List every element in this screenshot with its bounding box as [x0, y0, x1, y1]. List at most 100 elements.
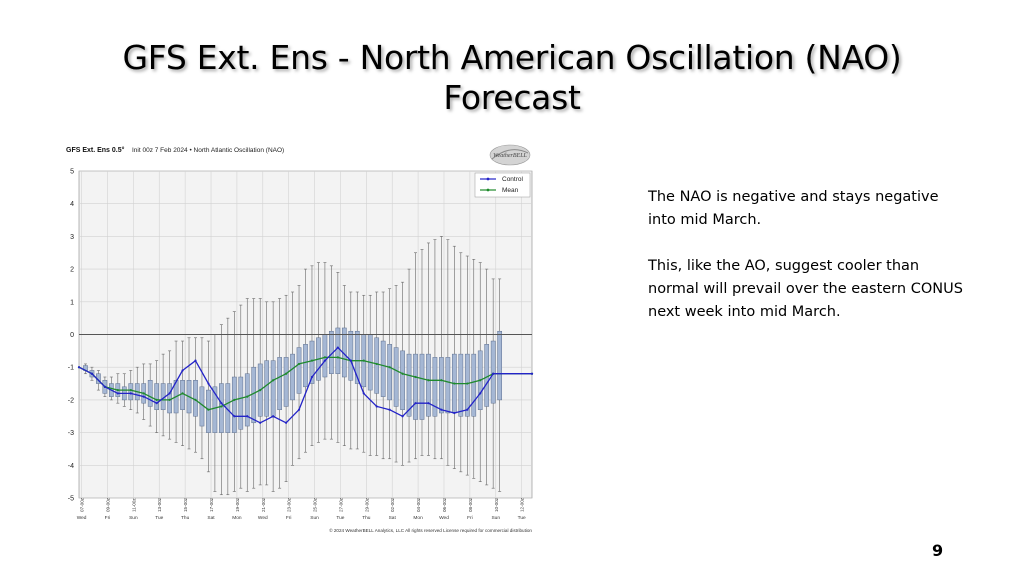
- control-series-point: [310, 375, 314, 379]
- ensemble-box: [309, 340, 315, 384]
- ensemble-box: [251, 366, 257, 424]
- y-axis: 5 4 3 2 1 0 -1 -2 -3 -4 -5: [68, 169, 74, 503]
- body-paragraph-2: This, like the AO, suggest cooler than n…: [648, 258, 963, 320]
- x-weekday-label: Wed: [439, 515, 449, 521]
- x-date-label: 15-00z: [183, 497, 188, 512]
- body-paragraph-1: The NAO is negative and stays negative i…: [648, 189, 939, 228]
- mean-series-point: [116, 388, 119, 392]
- control-series-point: [362, 392, 365, 395]
- ensemble-box: [212, 386, 218, 433]
- ensemble-box: [193, 380, 198, 417]
- control-series-point: [181, 369, 184, 372]
- y-tick-label: -5: [68, 496, 74, 503]
- control-series-line: [78, 346, 532, 424]
- series-lines: [77, 346, 534, 424]
- ensemble-box: [497, 330, 502, 401]
- control-series-point: [103, 385, 106, 388]
- control-series-point: [233, 415, 236, 418]
- x-weekday-label: Fri: [467, 515, 473, 521]
- x-date-label: 06-00z: [442, 497, 447, 512]
- y-tick-label: -3: [68, 430, 74, 437]
- ensemble-box: [458, 353, 464, 417]
- y-tick-label: 3: [70, 234, 74, 241]
- ensemble-box: [335, 327, 341, 374]
- control-series-point: [530, 372, 534, 375]
- x-date-label: 10-00z: [494, 497, 499, 512]
- ensemble-box: [445, 357, 451, 414]
- ensemble-box: [471, 353, 477, 417]
- mean-series-point: [168, 398, 171, 401]
- mean-series-point: [440, 379, 443, 382]
- control-series-point: [414, 402, 417, 405]
- control-series-point: [323, 359, 327, 362]
- ensemble-box: [432, 357, 438, 417]
- ensemble-box: [387, 344, 392, 401]
- x-date-label: 29-00z: [364, 497, 369, 512]
- x-weekday-label: Sun: [491, 515, 500, 521]
- x-axis: 07-00z Wed 09-00z Fri 11-00z Sun 13-00z Tue 15-0…: [77, 497, 526, 521]
- x-weekday-label: Fri: [105, 515, 111, 521]
- ensemble-box: [290, 353, 295, 401]
- control-series-point: [401, 415, 404, 418]
- x-weekday-label: Mon: [232, 515, 242, 521]
- x-weekday-label: Wed: [258, 515, 268, 521]
- legend-control-label: Control: [502, 176, 524, 183]
- x-date-label: 11-00z: [131, 498, 136, 512]
- x-date-label: 27-00z: [338, 497, 343, 512]
- x-date-label: 02-00z: [390, 497, 395, 512]
- slide-title: GFS Ext. Ens - North American Oscillatio…: [0, 38, 1024, 118]
- chart-header-bold: GFS Ext. Ens 0.5°: [66, 146, 125, 154]
- mean-series-line: [78, 356, 532, 411]
- control-series-point: [440, 408, 443, 411]
- mean-series-point: [181, 392, 184, 395]
- ensemble-box: [380, 340, 386, 397]
- ensemble-box: [413, 353, 418, 420]
- control-series-point: [427, 402, 430, 405]
- mean-series-point: [427, 379, 430, 382]
- ensemble-box: [283, 357, 289, 407]
- x-weekday-label: Sat: [207, 515, 215, 521]
- control-series-point: [90, 372, 94, 375]
- ensemble-box: [490, 340, 496, 404]
- mean-series-point: [466, 382, 469, 385]
- control-series-point: [479, 392, 482, 395]
- x-date-label: 08-00z: [468, 497, 473, 512]
- legend-mean-label: Mean: [502, 187, 519, 194]
- ensemble-box: [154, 383, 160, 410]
- mean-series-point: [453, 382, 456, 385]
- mean-series-point: [323, 356, 327, 359]
- ensemble-box: [464, 353, 470, 417]
- mean-series-point: [479, 379, 482, 382]
- control-series-point: [297, 408, 301, 411]
- control-series-point: [207, 382, 210, 385]
- x-date-label: 13-00z: [157, 497, 162, 512]
- ensemble-box: [303, 344, 308, 388]
- x-date-label: 04-00z: [416, 497, 421, 512]
- mean-series-point: [220, 405, 223, 408]
- control-series-point: [142, 395, 145, 398]
- legend-control-marker: [486, 177, 490, 181]
- slide-body: The NAO is negative and stays negative i…: [648, 186, 968, 347]
- mean-series-point: [194, 398, 197, 401]
- ensemble-box: [206, 389, 211, 433]
- control-series-point: [284, 421, 288, 424]
- y-tick-label: 1: [70, 299, 74, 306]
- x-weekday-label: Wed: [77, 515, 87, 521]
- ensemble-box: [354, 330, 360, 384]
- y-tick-label: -1: [68, 365, 74, 372]
- x-date-label: 09-00z: [105, 497, 110, 512]
- ensemble-box: [277, 357, 282, 410]
- y-tick-label: 2: [70, 267, 74, 274]
- ensemble-box: [322, 334, 328, 378]
- control-series-point: [272, 415, 275, 418]
- ensemble-box: [147, 380, 153, 407]
- y-tick-label: 4: [70, 201, 74, 208]
- mean-series-point: [246, 395, 249, 398]
- x-weekday-label: Thu: [362, 515, 371, 521]
- y-tick-label: 0: [70, 332, 74, 339]
- control-series-point: [194, 359, 197, 362]
- control-series-point: [492, 372, 495, 375]
- slide-title-line1: GFS Ext. Ens - North American Oscillatio…: [122, 38, 902, 77]
- chart-header: Init 00z 7 Feb 2024 • North Atlantic Osc…: [132, 147, 284, 154]
- mean-series-point: [336, 356, 339, 359]
